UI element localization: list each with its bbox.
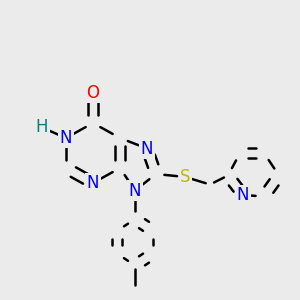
- Text: N: N: [129, 182, 141, 200]
- Text: N: N: [141, 140, 153, 158]
- Text: O: O: [86, 84, 100, 102]
- Text: S: S: [180, 168, 191, 186]
- Text: N: N: [237, 186, 249, 204]
- Text: N: N: [60, 129, 72, 147]
- Text: H: H: [36, 118, 48, 136]
- Text: N: N: [87, 174, 99, 192]
